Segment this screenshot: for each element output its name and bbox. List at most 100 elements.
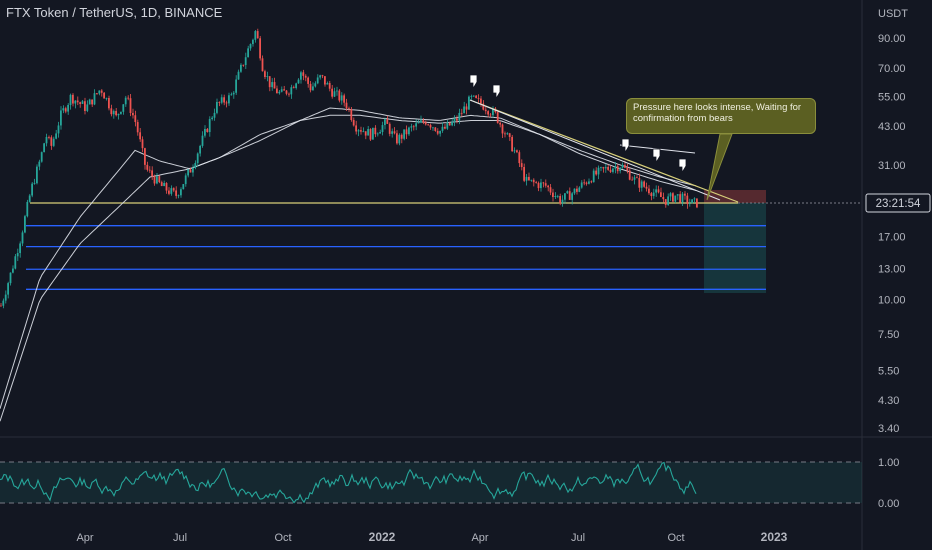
candle-body (448, 122, 451, 126)
candle-body (393, 131, 396, 134)
candle-body (432, 127, 434, 129)
candle-body (93, 93, 96, 105)
candle-body (657, 189, 660, 193)
candle-body (674, 195, 677, 202)
candle-body (580, 182, 583, 188)
candle-body (350, 109, 353, 120)
oscillator-line (0, 461, 697, 504)
candle-body (436, 130, 439, 134)
candle-body (249, 44, 252, 49)
candle-body (88, 99, 91, 105)
candle-body (132, 112, 134, 116)
candle-body (499, 122, 501, 125)
candle-body (148, 169, 151, 171)
candle-body (679, 194, 681, 203)
price-tick-label: 13.00 (878, 263, 906, 275)
candle-body (374, 127, 377, 135)
candle-body (691, 199, 693, 204)
candle-body (456, 118, 458, 121)
candle-body (259, 38, 261, 59)
candle-body (492, 108, 494, 116)
candle-body (408, 127, 410, 135)
candle-body (256, 31, 259, 39)
candle-body (50, 137, 53, 146)
candle-body (686, 195, 689, 204)
candle-body (33, 183, 36, 184)
candle-body (525, 176, 528, 181)
candle-body (628, 170, 631, 180)
candle-body (624, 164, 626, 168)
price-tick-label: 55.00 (878, 92, 906, 104)
candle-body (621, 164, 624, 168)
candle-body (7, 283, 9, 295)
candle-body (141, 139, 144, 149)
thumbs-down-shape (621, 138, 630, 152)
candle-body (321, 75, 324, 77)
candle-body (508, 133, 511, 137)
thumbs-down-shape (469, 74, 478, 88)
candle-body (276, 88, 278, 94)
candle-body (561, 199, 564, 204)
candle-body (326, 83, 329, 85)
candle-body (564, 193, 566, 200)
candle-body (19, 243, 21, 254)
candle-body (376, 133, 379, 135)
candle-body (2, 300, 5, 306)
candle-body (199, 145, 201, 154)
candle-body (403, 129, 405, 139)
candle-body (578, 187, 581, 192)
oscillator-tick-label: 0.00 (878, 498, 899, 510)
time-tick-label: Oct (667, 532, 684, 544)
price-unit-label: USDT (878, 8, 908, 20)
chart-title: FTX Token / TetherUS, 1D, BINANCE (6, 5, 223, 20)
candle-body (595, 170, 597, 175)
candle-body (669, 193, 672, 197)
oscillator-tick-label: 1.00 (878, 457, 899, 469)
candle-body (391, 131, 393, 134)
candle-body (410, 126, 413, 128)
candle-body (585, 182, 588, 184)
candle-body (218, 101, 221, 103)
candle-body (384, 119, 386, 126)
candle-body (288, 93, 290, 95)
candle-body (45, 136, 48, 144)
candle-body (216, 101, 218, 113)
candle-body (309, 83, 312, 91)
candle-body (43, 143, 45, 153)
candle-body (91, 99, 93, 105)
candle-body (417, 122, 420, 124)
candle-body (664, 199, 667, 205)
candle-body (110, 108, 113, 115)
candle-body (240, 64, 242, 72)
candle-body (96, 93, 98, 94)
candle-body (189, 169, 192, 173)
candle-body (633, 177, 636, 180)
candle-body (355, 125, 357, 132)
candle-body (612, 168, 614, 172)
candle-body (115, 111, 117, 116)
candle-body (266, 76, 269, 78)
candle-body (340, 95, 343, 101)
candle-body (372, 127, 374, 140)
candle-body (31, 183, 33, 196)
candle-body (328, 83, 331, 89)
candle-body (220, 97, 223, 103)
candle-body (420, 120, 422, 123)
candle-body (607, 166, 609, 170)
price-tick-label: 31.00 (878, 160, 906, 172)
annotation-note[interactable]: Pressure here looks intense, Waiting for… (626, 98, 816, 134)
current-price-label: 23:21:54 (876, 198, 921, 210)
candle-body (357, 130, 360, 132)
candle-body (482, 103, 485, 110)
candle-body (103, 92, 105, 99)
candle-body (381, 125, 384, 133)
time-tick-label: 2022 (369, 530, 396, 544)
candle-body (252, 39, 254, 45)
candle-body (105, 98, 108, 99)
candle-body (196, 153, 199, 163)
candle-body (544, 183, 547, 186)
candle-body (547, 185, 549, 188)
candle-body (304, 75, 307, 78)
candle-body (571, 193, 573, 200)
